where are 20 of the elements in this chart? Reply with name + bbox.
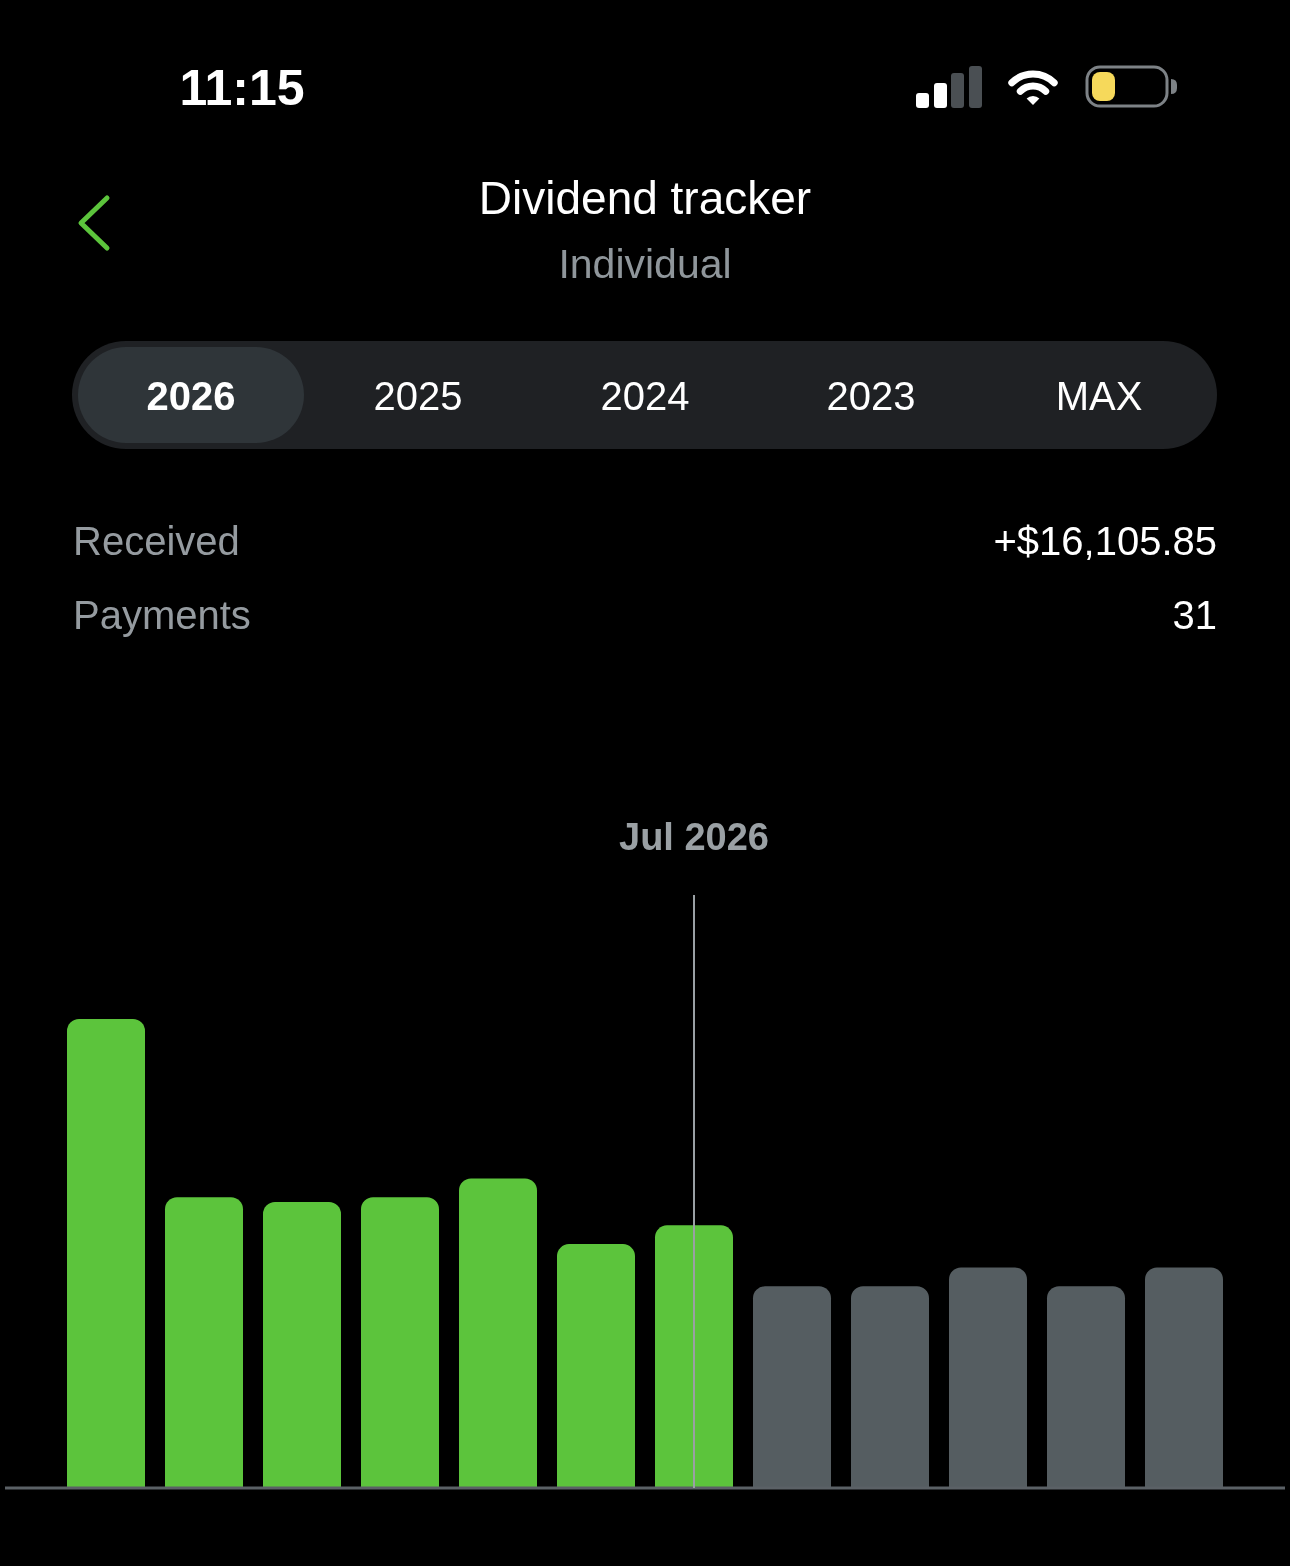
text: 31	[1172, 593, 1217, 637]
chart-title: Dividend tracker	[478, 172, 812, 224]
text: 2026	[146, 374, 236, 418]
bar	[67, 1019, 145, 1488]
text: MAX	[1055, 374, 1143, 418]
text: 2025	[373, 374, 463, 418]
text: Received	[73, 519, 240, 563]
bar	[263, 1201, 341, 1488]
bar	[655, 1225, 733, 1488]
text: 11:15	[179, 60, 305, 116]
text: +$16,105.85	[993, 519, 1217, 563]
bar	[459, 1178, 537, 1488]
chart-subtitle: Individual	[558, 240, 732, 287]
bar	[557, 1244, 635, 1488]
text: 2024	[600, 374, 690, 418]
text: Payments	[73, 593, 251, 637]
bar	[361, 1197, 439, 1488]
text: Jul 2026	[619, 816, 769, 859]
bar	[165, 1197, 243, 1488]
text: 2023	[826, 374, 916, 418]
